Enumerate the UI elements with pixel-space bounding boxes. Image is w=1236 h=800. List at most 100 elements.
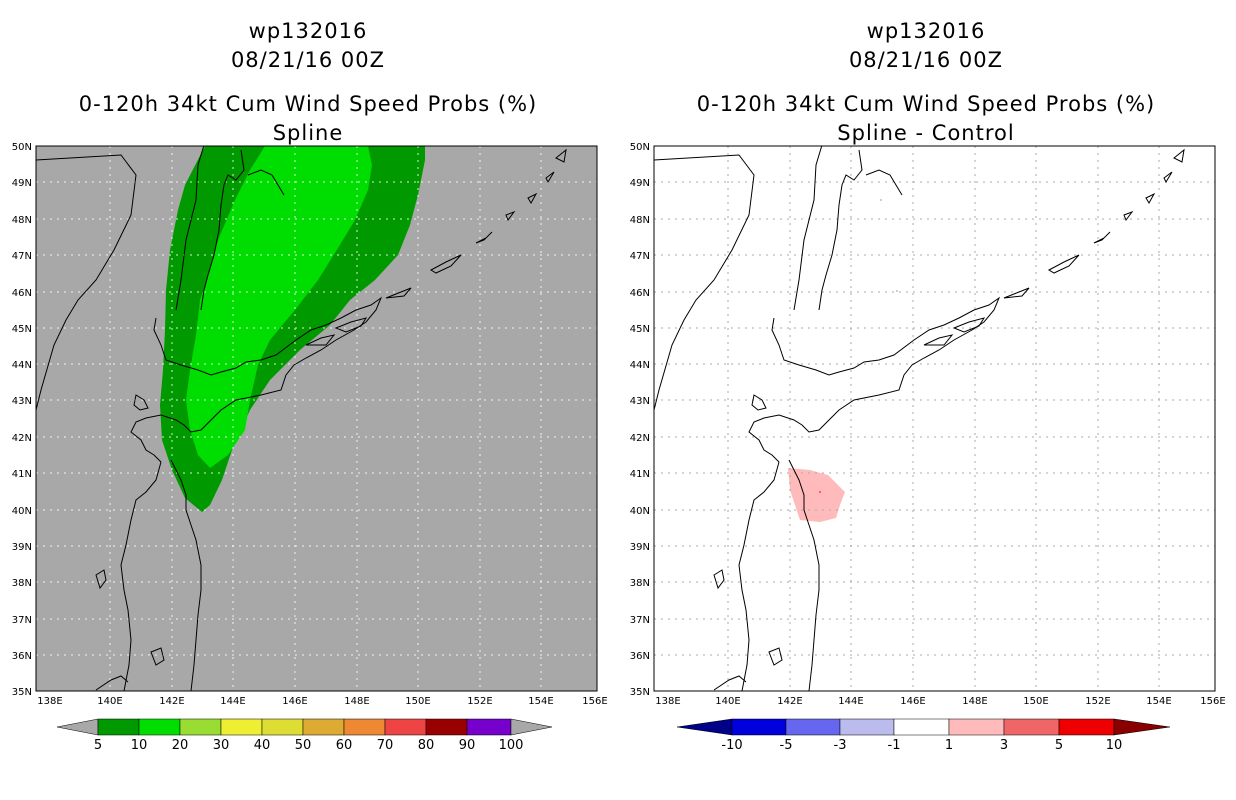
left-cb-label-20: 20 (172, 738, 189, 753)
left-colorbar-high-end (510, 718, 553, 736)
lat-label-41: 41N (12, 469, 32, 480)
left-lat-labels: 35N 36N 37N 38N 39N 40N 41N 42N 43N 44N … (12, 142, 32, 698)
left-colorbar-30-40 (220, 718, 263, 736)
r-lat-label-43: 43N (630, 396, 650, 407)
r-lon-label-144: 144E (838, 696, 863, 707)
prob-10-contour (186, 146, 372, 468)
lon-label-142: 142E (159, 696, 184, 707)
lat-label-43: 43N (12, 396, 32, 407)
right-colorbar-3-5 (1003, 718, 1060, 736)
left-colorbar-60-70 (343, 718, 386, 736)
right-lat-labels: 35N 36N 37N 38N 39N 40N 41N 42N 43N 44N … (630, 142, 650, 698)
r-lat-label-50: 50N (630, 142, 650, 153)
right-cb-label-3: 3 (1000, 738, 1008, 753)
right-cb-label-neg5: -5 (780, 738, 793, 753)
lon-label-144: 144E (220, 696, 245, 707)
left-title-datetime: 08/21/16 00Z (230, 48, 386, 72)
left-cb-label-90: 90 (459, 738, 476, 753)
right-colorbar (676, 718, 1171, 736)
lon-label-150: 150E (405, 696, 430, 707)
left-colorbar-80-90 (425, 718, 468, 736)
left-colorbar (56, 718, 553, 736)
left-title-product: 0-120h 34kt Cum Wind Speed Probs (%) (78, 92, 538, 116)
r-lat-label-45: 45N (630, 324, 650, 335)
lat-label-39: 39N (12, 542, 32, 553)
left-title-storm-id: wp132016 (248, 19, 368, 43)
left-colorbar-90-100 (466, 718, 512, 736)
right-title-product: 0-120h 34kt Cum Wind Speed Probs (%) (696, 92, 1156, 116)
right-colorbar-low-end (676, 718, 733, 736)
diff-positive-area (788, 468, 845, 522)
r-lat-label-44: 44N (630, 360, 650, 371)
right-cb-label-neg10: -10 (721, 738, 742, 753)
r-lat-label-37: 37N (630, 615, 650, 626)
lat-label-38: 38N (12, 578, 32, 589)
right-cb-label-1: 1 (945, 738, 953, 753)
right-colorbar-neg10-neg5 (731, 718, 787, 736)
r-lon-label-142: 142E (777, 696, 802, 707)
right-colorbar-labels: -10 -5 -3 -1 1 3 5 10 (721, 738, 1122, 753)
right-title-datetime: 08/21/16 00Z (848, 48, 1004, 72)
lon-label-156: 156E (582, 696, 607, 707)
right-cb-label-10: 10 (1106, 738, 1123, 753)
right-lon-labels: 138E 140E 142E 144E 146E 148E 150E 152E … (655, 696, 1225, 707)
left-cb-label-70: 70 (377, 738, 394, 753)
r-lon-label-138: 138E (655, 696, 680, 707)
r-lat-label-38: 38N (630, 578, 650, 589)
lon-label-148: 148E (344, 696, 369, 707)
lon-label-152: 152E (467, 696, 492, 707)
lon-label-140: 140E (97, 696, 122, 707)
r-lat-label-36: 36N (630, 651, 650, 662)
right-colorbar-high-end (1113, 718, 1171, 736)
r-lon-label-150: 150E (1023, 696, 1048, 707)
r-lon-label-148: 148E (962, 696, 987, 707)
lat-label-46: 46N (12, 288, 32, 299)
lat-label-45: 45N (12, 324, 32, 335)
lat-label-37: 37N (12, 615, 32, 626)
left-cb-label-60: 60 (336, 738, 353, 753)
lon-label-146: 146E (282, 696, 307, 707)
left-colorbar-70-80 (384, 718, 427, 736)
left-lon-labels: 138E 140E 142E 144E 146E 148E 150E 152E … (37, 696, 607, 707)
left-cb-label-80: 80 (418, 738, 435, 753)
left-cb-label-10: 10 (131, 738, 148, 753)
left-title-method: Spline (272, 121, 344, 145)
left-colorbar-labels: 5 10 20 30 40 50 60 70 80 90 100 (94, 738, 524, 753)
lat-label-35: 35N (12, 687, 32, 698)
diff-negative-speck (880, 199, 882, 201)
left-map-frame (35, 145, 598, 692)
left-colorbar-40-50 (261, 718, 304, 736)
lat-label-48: 48N (12, 215, 32, 226)
diff-negative-speck-2 (896, 290, 898, 292)
r-lat-label-42: 42N (630, 433, 650, 444)
r-lat-label-40: 40N (630, 506, 650, 517)
left-cb-label-100: 100 (499, 738, 524, 753)
right-cb-label-neg1: -1 (888, 738, 901, 753)
lat-label-49: 49N (12, 178, 32, 189)
r-lon-label-152: 152E (1085, 696, 1110, 707)
r-lat-label-46: 46N (630, 288, 650, 299)
left-cb-label-30: 30 (213, 738, 230, 753)
diff-peak-dot (818, 490, 822, 494)
r-lat-label-35: 35N (630, 687, 650, 698)
lat-label-40: 40N (12, 506, 32, 517)
right-cb-label-5: 5 (1055, 738, 1063, 753)
r-lat-label-41: 41N (630, 469, 650, 480)
left-colorbar-low-end (56, 718, 99, 736)
r-lon-label-146: 146E (900, 696, 925, 707)
lon-label-138: 138E (37, 696, 62, 707)
right-map (653, 145, 1216, 692)
right-colorbar-neg5-neg3 (785, 718, 841, 736)
left-colorbar-10-20 (138, 718, 181, 736)
right-colorbar-neg3-neg1 (839, 718, 895, 736)
r-lat-label-47: 47N (630, 251, 650, 262)
lat-label-44: 44N (12, 360, 32, 371)
left-cb-label-5: 5 (94, 738, 102, 753)
right-title-method: Spline - Control (837, 121, 1015, 145)
r-lon-label-140: 140E (715, 696, 740, 707)
left-colorbar-5-10 (97, 718, 140, 736)
r-lon-label-156: 156E (1200, 696, 1225, 707)
lat-label-36: 36N (12, 651, 32, 662)
left-cb-label-40: 40 (254, 738, 271, 753)
